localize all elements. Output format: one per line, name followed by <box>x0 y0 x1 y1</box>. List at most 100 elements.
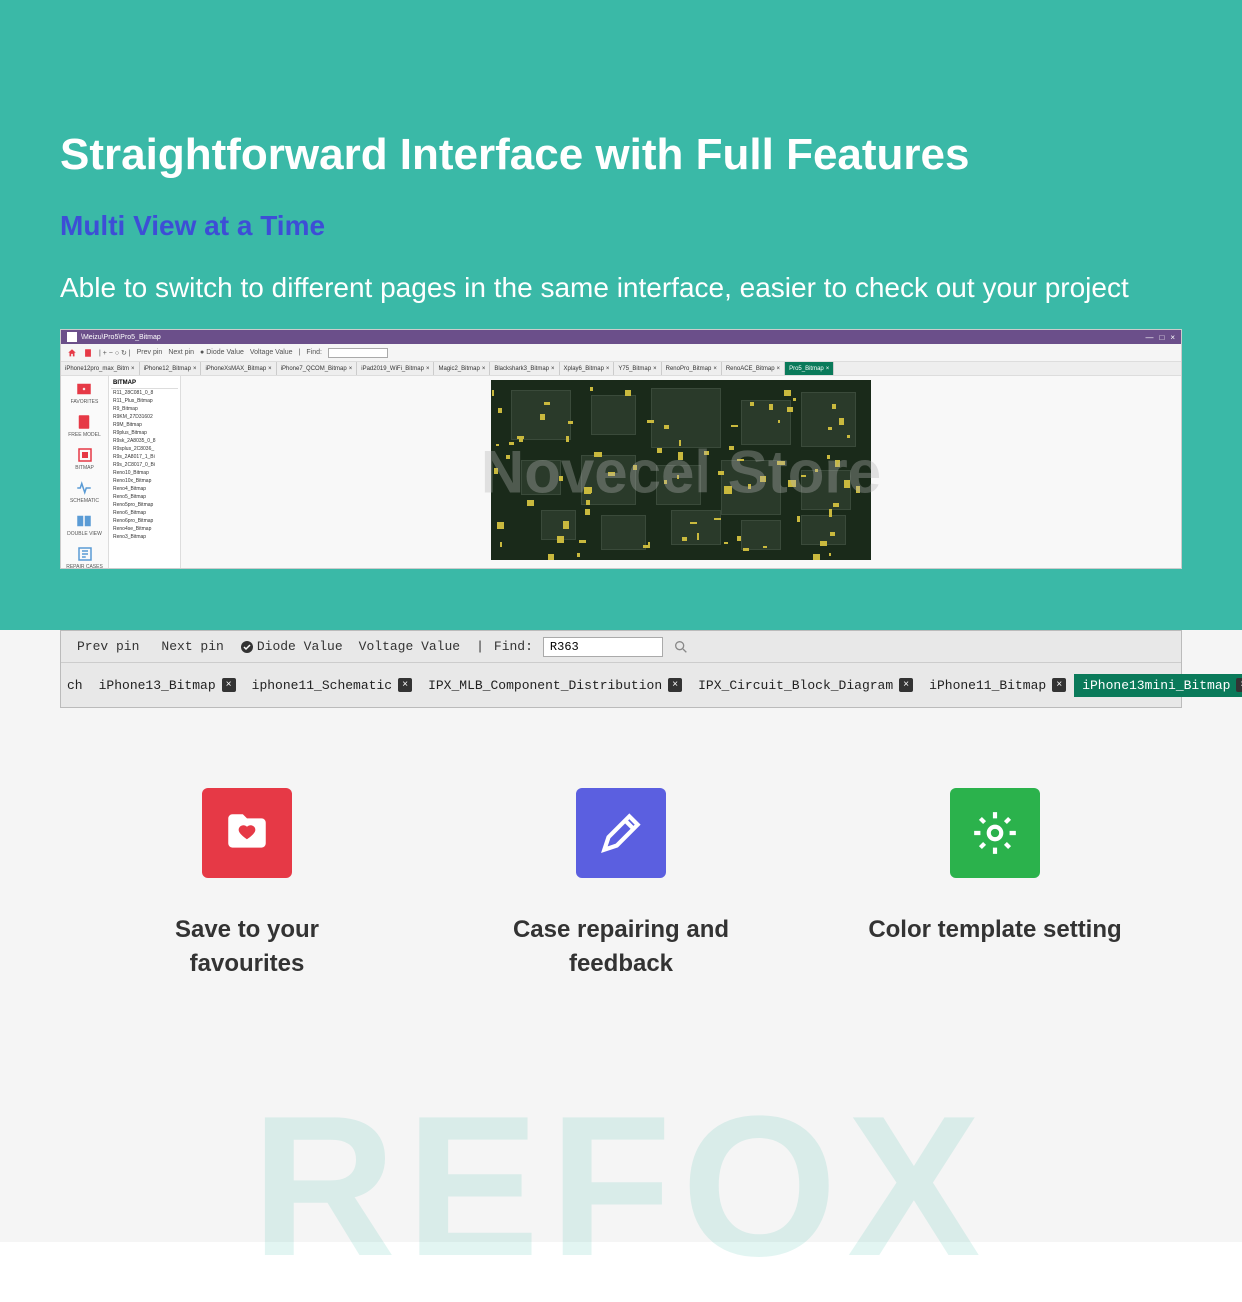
prev-pin-button[interactable]: Prev pin <box>71 637 145 656</box>
filelist-header: BITMAP <box>111 378 178 389</box>
document-tab[interactable]: iPhone11_Bitmap× <box>921 674 1074 697</box>
close-tab-icon[interactable]: × <box>398 678 412 692</box>
sidebar-label: SCHEMATIC <box>70 498 99 504</box>
sidebar-icon <box>75 413 93 431</box>
file-item[interactable]: R9plus_Bitmap <box>111 429 178 437</box>
file-item[interactable]: R9_Bitmap <box>111 405 178 413</box>
voltage-label: Voltage Value <box>353 637 466 656</box>
app-screenshot: \Meizu\Pro5\Pro5_Bitmap — □ × | + − ○ ↻ … <box>60 329 1182 569</box>
tabbar-screenshot: Prev pin Next pin Diode Value Voltage Va… <box>60 630 1182 708</box>
app-tab[interactable]: iPad2019_WiFi_Bitmap× <box>357 362 434 375</box>
find-label: Find: <box>494 639 533 654</box>
feature-text: Color template setting <box>868 913 1121 947</box>
tab-stub: ch <box>65 674 91 697</box>
file-item[interactable]: R9s_2A8017_1_Bi <box>111 453 178 461</box>
close-tab-icon[interactable]: × <box>1236 678 1242 692</box>
app-tab[interactable]: RenoACE_Bitmap× <box>722 362 785 375</box>
search-icon[interactable] <box>673 639 689 655</box>
minimize-button[interactable]: — <box>1145 333 1153 342</box>
background-watermark: REFOX <box>252 1072 991 1302</box>
close-tab-icon[interactable]: × <box>668 678 682 692</box>
sidebar: FAVORITES FREE MODEL BITMAP SCHEMATIC DOUBLE… <box>61 376 109 568</box>
file-item[interactable]: Reno6pro_Bitmap <box>111 517 178 525</box>
find-label: Find: <box>306 349 322 356</box>
sidebar-label: BITMAP <box>75 465 94 471</box>
file-item[interactable]: R11_Plus_Bitmap <box>111 397 178 405</box>
app-titlebar: \Meizu\Pro5\Pro5_Bitmap — □ × <box>61 330 1181 344</box>
close-tab-icon[interactable]: × <box>1052 678 1066 692</box>
file-item[interactable]: Reno4_Bitmap <box>111 485 178 493</box>
app-tab[interactable]: Y75_Bitmap× <box>614 362 661 375</box>
diode-checkbox[interactable]: Diode Value <box>240 639 343 654</box>
document-tab[interactable]: iPhone13mini_Bitmap× <box>1074 674 1242 697</box>
app-tab[interactable]: iPhoneXsMAX_Bitmap× <box>201 362 276 375</box>
sidebar-icon <box>76 545 94 563</box>
sidebar-item-free-model[interactable]: FREE MODEL <box>68 413 101 438</box>
file-item[interactable]: Reno4se_Bitmap <box>111 525 178 533</box>
file-item[interactable]: R9s_2C8017_0_Bi <box>111 461 178 469</box>
sidebar-icon <box>75 479 93 497</box>
file-item[interactable]: Reno10_Bitmap <box>111 469 178 477</box>
app-tab[interactable]: iPhone7_QCOM_Bitmap× <box>277 362 358 375</box>
file-item[interactable]: R11_28C081_0_8 <box>111 389 178 397</box>
document-tab[interactable]: iphone11_Schematic× <box>244 674 420 697</box>
file-item[interactable]: Reno6_Bitmap <box>111 509 178 517</box>
document-tab[interactable]: IPX_MLB_Component_Distribution× <box>420 674 690 697</box>
prev-pin-button[interactable]: Prev pin <box>137 349 163 356</box>
app-toolbar: | + − ○ ↻ | Prev pin Next pin ●Diode Val… <box>61 344 1181 362</box>
diode-checkbox[interactable]: ●Diode Value <box>200 349 244 356</box>
pcb-board <box>491 380 871 560</box>
close-button[interactable]: × <box>1170 333 1175 342</box>
file-item[interactable]: Reno10x_Bitmap <box>111 477 178 485</box>
description: Able to switch to different pages in the… <box>60 267 1182 309</box>
feature-icon <box>202 788 292 878</box>
app-tab[interactable]: Magic2_Bitmap× <box>434 362 490 375</box>
voltage-label: Voltage Value <box>250 349 293 356</box>
close-tab-icon[interactable]: × <box>222 678 236 692</box>
app-body: FAVORITES FREE MODEL BITMAP SCHEMATIC DOUBLE… <box>61 376 1181 568</box>
file-item[interactable]: R9splus_2C8036_ <box>111 445 178 453</box>
find-input[interactable] <box>543 637 663 657</box>
file-item[interactable]: Reno5pro_Bitmap <box>111 501 178 509</box>
sidebar-label: FREE MODEL <box>68 432 101 438</box>
feature-icon <box>576 788 666 878</box>
document-tab[interactable]: IPX_Circuit_Block_Diagram× <box>690 674 921 697</box>
maximize-button[interactable]: □ <box>1159 333 1164 342</box>
file-item[interactable]: Reno3_Bitmap <box>111 533 178 541</box>
bottom-section: Prev pin Next pin Diode Value Voltage Va… <box>0 630 1242 1242</box>
sidebar-item-bitmap[interactable]: BITMAP <box>75 446 94 471</box>
app-tab[interactable]: iPhone12_Bitmap× <box>140 362 202 375</box>
find-input[interactable] <box>328 348 388 358</box>
feature-text: Case repairing and feedback <box>491 913 751 980</box>
app-tab[interactable]: RenoPro_Bitmap× <box>662 362 722 375</box>
subtitle: Multi View at a Time <box>60 210 1182 242</box>
app-tab[interactable]: Pro5_Bitmap× <box>785 362 834 375</box>
next-pin-button[interactable]: Next pin <box>168 349 194 356</box>
main-title: Straightforward Interface with Full Feat… <box>60 130 1182 180</box>
app-tab[interactable]: iPhone12pro_max_Bitm× <box>61 362 140 375</box>
sidebar-item-schematic[interactable]: SCHEMATIC <box>70 479 99 504</box>
doc-icon[interactable] <box>83 348 93 358</box>
next-pin-button[interactable]: Next pin <box>155 637 229 656</box>
feature-text: Save to your favourites <box>117 913 377 980</box>
sidebar-item-repair-cases[interactable]: REPAIR CASES <box>66 545 103 569</box>
features-row: Save to your favourites Case repairing an… <box>60 788 1182 980</box>
feature-card: Save to your favourites <box>117 788 377 980</box>
hero-section: Straightforward Interface with Full Feat… <box>0 0 1242 630</box>
sidebar-item-favorites[interactable]: FAVORITES <box>71 380 99 405</box>
app-tab[interactable]: Blackshark3_Bitmap× <box>490 362 559 375</box>
app-tab[interactable]: Xplay6_Bitmap× <box>560 362 615 375</box>
file-item[interactable]: Reno5_Bitmap <box>111 493 178 501</box>
sidebar-item-double-view[interactable]: DOUBLE VIEW <box>67 512 102 537</box>
zoom-controls[interactable]: | + − ○ ↻ | <box>99 349 131 357</box>
file-item[interactable]: R9sk_2A8035_0_8 <box>111 437 178 445</box>
sidebar-icon <box>75 512 93 530</box>
tabbar-toolbar: Prev pin Next pin Diode Value Voltage Va… <box>61 631 1181 663</box>
home-icon[interactable] <box>67 348 77 358</box>
close-tab-icon[interactable]: × <box>899 678 913 692</box>
file-item[interactable]: R9KM_27D31602 <box>111 413 178 421</box>
sidebar-label: DOUBLE VIEW <box>67 531 102 537</box>
pcb-view[interactable]: Novecel Store <box>181 376 1181 568</box>
document-tab[interactable]: iPhone13_Bitmap× <box>91 674 244 697</box>
file-item[interactable]: R9M_Bitmap <box>111 421 178 429</box>
